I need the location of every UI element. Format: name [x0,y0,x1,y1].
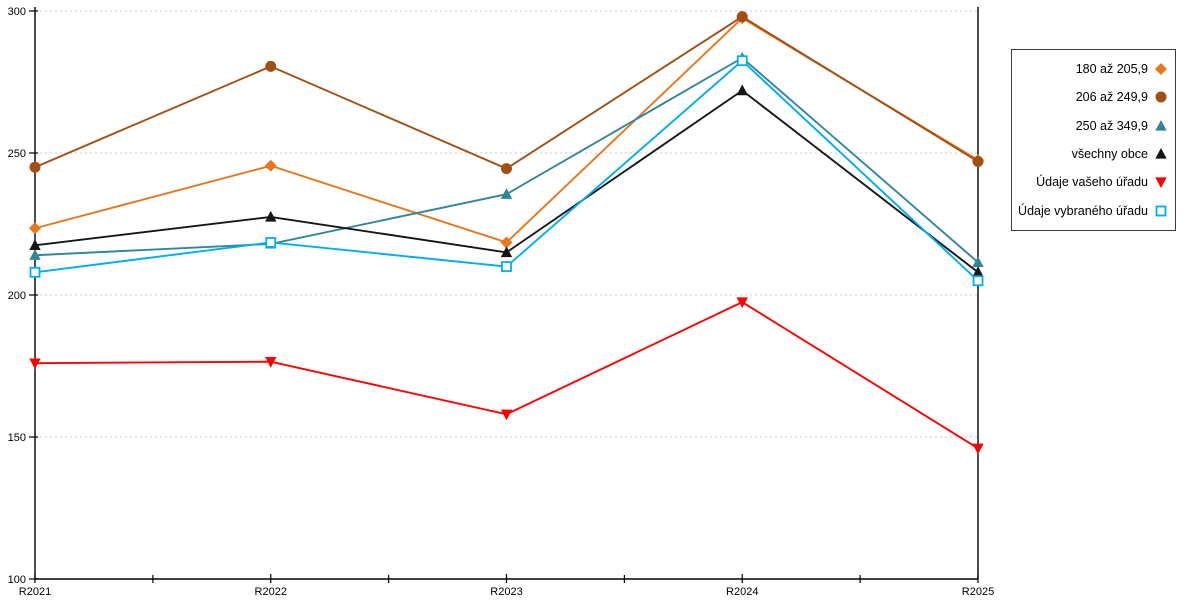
circle-marker-icon [1155,91,1167,103]
square-open-marker-icon [972,275,984,287]
legend-label: 180 až 205,9 [1075,62,1148,77]
series-3 [29,51,984,268]
circle-marker-icon [736,11,748,23]
diamond-marker-icon [264,159,277,172]
y-axis-label: 300 [8,6,26,18]
legend-label: 206 až 249,9 [1075,90,1148,105]
circle-marker-icon [501,163,512,175]
legend-marker [1155,177,1167,189]
series-line [34,56,979,264]
diamond-marker-icon [500,236,513,249]
y-axis-label: 100 [8,574,26,586]
triangle-down-marker-icon [29,358,41,370]
series-2 [29,11,984,175]
legend-marker [1155,91,1167,103]
triangle-down-marker-icon [1155,177,1167,189]
triangle-up-marker-icon [265,210,277,222]
legend-label: všechny obce [1071,147,1148,162]
x-axis-label: R2021 [19,586,51,598]
square-open-marker-icon [1155,205,1167,217]
triangle-down-marker-icon [972,443,984,455]
square-open-marker-icon [29,266,41,278]
chart-legend: 180 až 205,9 206 až 249,9 250 až 349,9 všec… [1011,49,1176,231]
legend-item: Údaje vybraného úřadu [1012,204,1175,218]
legend-marker [1155,205,1167,217]
legend-label: Údaje vašeho úřadu [1036,175,1148,190]
series-6 [29,55,984,287]
circle-marker-icon [972,156,984,168]
triangle-up-marker-icon [1155,148,1167,159]
legend-label: Údaje vybraného úřadu [1018,203,1148,218]
x-axis-label: R2025 [962,586,994,598]
triangle-up-marker-icon [500,246,513,258]
triangle-up-marker-icon [972,256,984,268]
triangle-down-marker-icon [265,357,277,368]
triangle-up-marker-icon [29,249,41,260]
legend-label: 250 až 349,9 [1075,118,1148,133]
square-open-marker-icon [501,261,512,273]
x-axis-label: R2022 [255,586,287,598]
y-axis-label: 250 [8,148,26,160]
y-axis-label: 200 [8,290,26,302]
series-5 [29,297,984,455]
x-axis-label: R2024 [726,586,758,598]
diamond-marker-icon [29,222,41,235]
legend-item: všechny obce [1012,147,1175,161]
circle-marker-icon [29,161,41,173]
triangle-up-marker-icon [1155,119,1167,131]
y-axis-label: 150 [8,432,26,444]
legend-marker [1155,63,1167,76]
legend-item: Údaje vašeho úřadu [1012,175,1175,189]
series-4 [29,84,984,277]
triangle-up-marker-icon [972,266,984,277]
series-line [34,16,979,244]
legend-item: 250 až 349,9 [1012,119,1175,133]
legend-marker [1155,119,1167,131]
triangle-down-marker-icon [736,297,748,309]
square-open-marker-icon [736,55,748,67]
x-axis-label: R2023 [490,586,522,598]
series-1 [29,12,984,249]
circle-marker-icon [265,60,277,72]
triangle-down-marker-icon [500,409,513,421]
legend-marker [1155,148,1167,159]
triangle-up-marker-icon [500,188,513,199]
square-open-marker-icon [265,237,277,248]
triangle-up-marker-icon [736,84,748,96]
series-line [34,15,979,170]
triangle-up-marker-icon [29,239,41,250]
series-line [34,301,979,450]
legend-item: 180 až 205,9 [1012,62,1175,76]
diamond-marker-icon [1155,63,1167,76]
legend-item: 206 až 249,9 [1012,90,1175,104]
